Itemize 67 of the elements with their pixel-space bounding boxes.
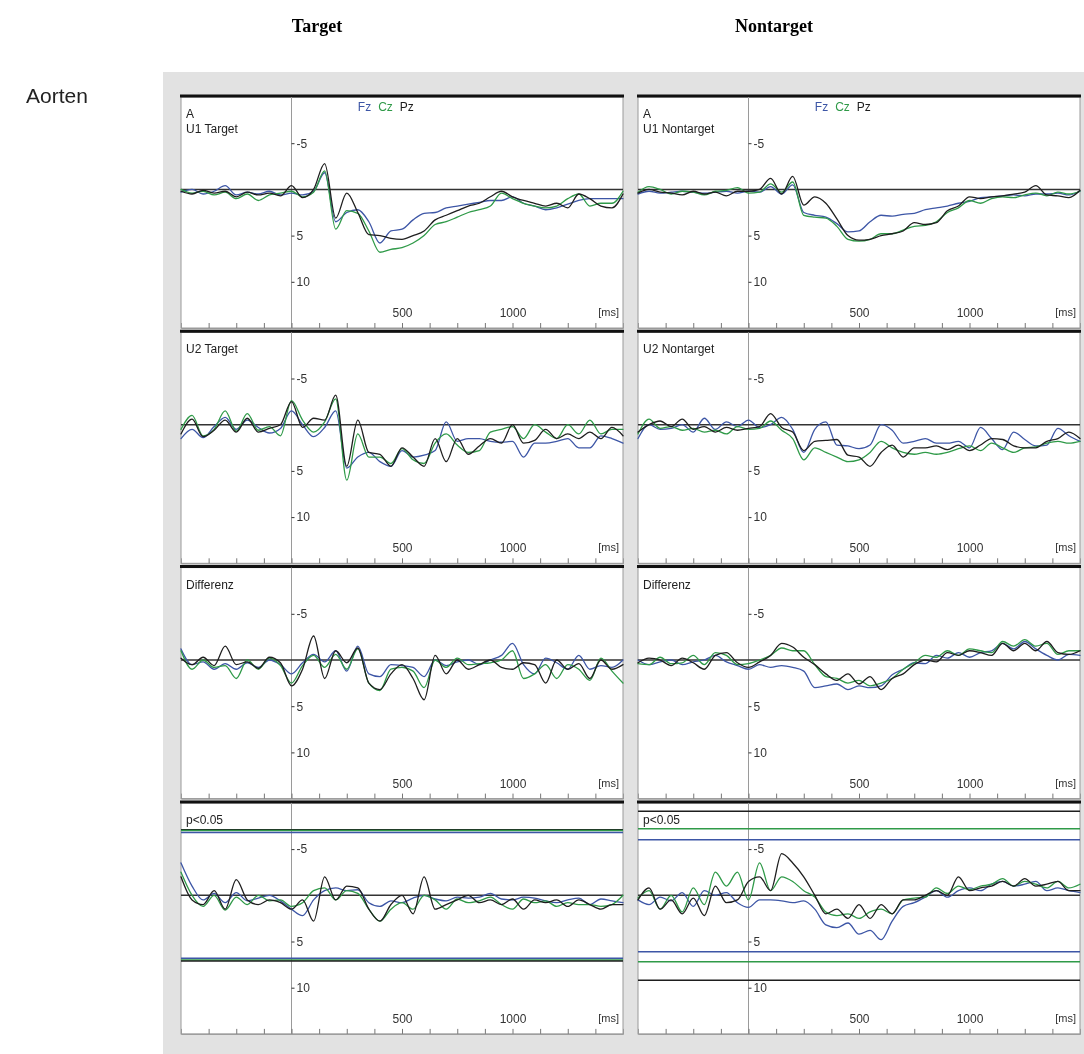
y-tick-label: 10 <box>296 745 311 760</box>
x-axis-title: [ms] <box>1055 776 1076 789</box>
text: Cz <box>835 100 850 114</box>
y-tick-label: 5 <box>296 228 304 243</box>
text: U2 Target <box>186 342 239 357</box>
x-tick-label: 1000 <box>499 1011 527 1026</box>
y-tick-label: 10 <box>296 510 311 525</box>
x-tick-label: 500 <box>392 306 413 320</box>
y-tick-label: 5 <box>753 464 761 479</box>
y-tick-label: 10 <box>296 981 311 996</box>
x-axis-title: [ms] <box>598 776 619 789</box>
x-axis-title: [ms] <box>598 1011 619 1024</box>
y-tick-label: -5 <box>296 607 308 622</box>
x-tick-label: 1000 <box>956 541 984 556</box>
text: p<0.05 <box>186 812 224 827</box>
y-tick-label: 10 <box>753 275 768 290</box>
y-tick-label: 10 <box>753 981 768 996</box>
y-tick-label: 5 <box>296 699 304 714</box>
y-tick-label: 10 <box>296 275 311 290</box>
x-tick-label: 1000 <box>499 541 527 556</box>
text: U2 Nontarget <box>643 342 716 357</box>
text: U1 Target <box>186 122 239 136</box>
y-tick-label: 5 <box>753 934 761 949</box>
y-tick-label: -5 <box>753 607 765 622</box>
y-tick-label: 5 <box>753 699 761 714</box>
chart-title: Target <box>291 16 343 36</box>
x-tick-label: 1000 <box>956 1011 984 1026</box>
annotation: A <box>643 107 652 121</box>
text: p<0.05 <box>643 812 681 827</box>
y-tick-label: -5 <box>753 136 765 151</box>
y-tick-label: 5 <box>296 464 304 479</box>
y-tick-label: -5 <box>296 842 308 857</box>
text: Fz <box>357 100 372 114</box>
x-tick-label: 1000 <box>499 306 527 320</box>
x-axis-title: [ms] <box>598 541 619 554</box>
x-tick-label: 500 <box>849 1011 870 1026</box>
annotation: A <box>186 107 195 121</box>
y-tick-label: -5 <box>296 371 308 386</box>
x-tick-label: 1000 <box>499 776 527 791</box>
y-tick-label: 10 <box>753 510 768 525</box>
y-axis-title: Aorten <box>26 84 88 107</box>
x-axis-title: [ms] <box>598 306 619 318</box>
x-tick-label: 500 <box>849 541 870 556</box>
y-tick-label: -5 <box>753 371 765 386</box>
x-axis-title: [ms] <box>1055 541 1076 554</box>
y-tick-label: 5 <box>296 934 304 949</box>
text: Differenz <box>643 577 691 592</box>
text: U1 Nontarget <box>643 122 716 136</box>
text: Pz <box>856 100 871 114</box>
x-tick-label: 500 <box>392 1011 413 1026</box>
text: Differenz <box>186 577 234 592</box>
y-tick-label: -5 <box>296 136 308 151</box>
x-tick-label: 500 <box>849 776 870 791</box>
y-tick-label: 5 <box>753 228 761 243</box>
x-tick-label: 500 <box>392 541 413 556</box>
x-tick-label: 500 <box>392 776 413 791</box>
x-axis-title: [ms] <box>1055 1011 1076 1024</box>
y-tick-label: 10 <box>753 745 768 760</box>
x-tick-label: 1000 <box>956 306 984 320</box>
y-tick-label: -5 <box>753 842 765 857</box>
x-tick-label: 500 <box>849 306 870 320</box>
text: Fz <box>814 100 829 114</box>
x-tick-label: 1000 <box>956 776 984 791</box>
x-axis-title: [ms] <box>1055 306 1076 318</box>
text: Cz <box>378 100 393 114</box>
chart-title: Nontarget <box>735 16 813 36</box>
text: Pz <box>399 100 414 114</box>
